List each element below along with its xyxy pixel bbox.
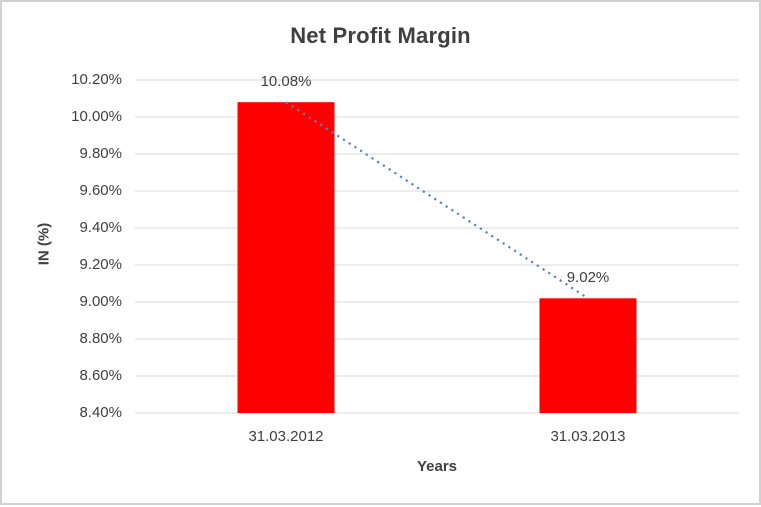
y-axis-tick-label: 8.80%	[79, 330, 122, 347]
y-axis-tick-label: 9.80%	[79, 145, 122, 162]
y-axis-tick-label: 9.40%	[79, 219, 122, 236]
trendline	[285, 101, 589, 300]
y-axis-tick-label: 10.20%	[71, 71, 122, 88]
y-axis-tick-label: 8.40%	[79, 404, 122, 421]
chart-title: Net Profit Margin	[290, 23, 471, 48]
y-axis-tick-label: 10.00%	[71, 108, 122, 125]
x-axis-tick-label: 31.03.2013	[550, 428, 626, 445]
y-axis-tick-label: 9.60%	[79, 182, 122, 199]
bar-data-label: 9.02%	[566, 269, 610, 287]
x-axis-tick-label: 31.03.2012	[248, 428, 324, 445]
bar	[237, 102, 335, 413]
bar	[539, 298, 637, 413]
y-axis-tick-label: 9.20%	[79, 256, 122, 273]
y-axis-tick-label: 8.60%	[79, 367, 122, 384]
y-axis-tick-label: 9.00%	[79, 293, 122, 310]
x-axis-title: Years	[416, 458, 458, 475]
bar-data-label: 10.08%	[260, 73, 312, 91]
